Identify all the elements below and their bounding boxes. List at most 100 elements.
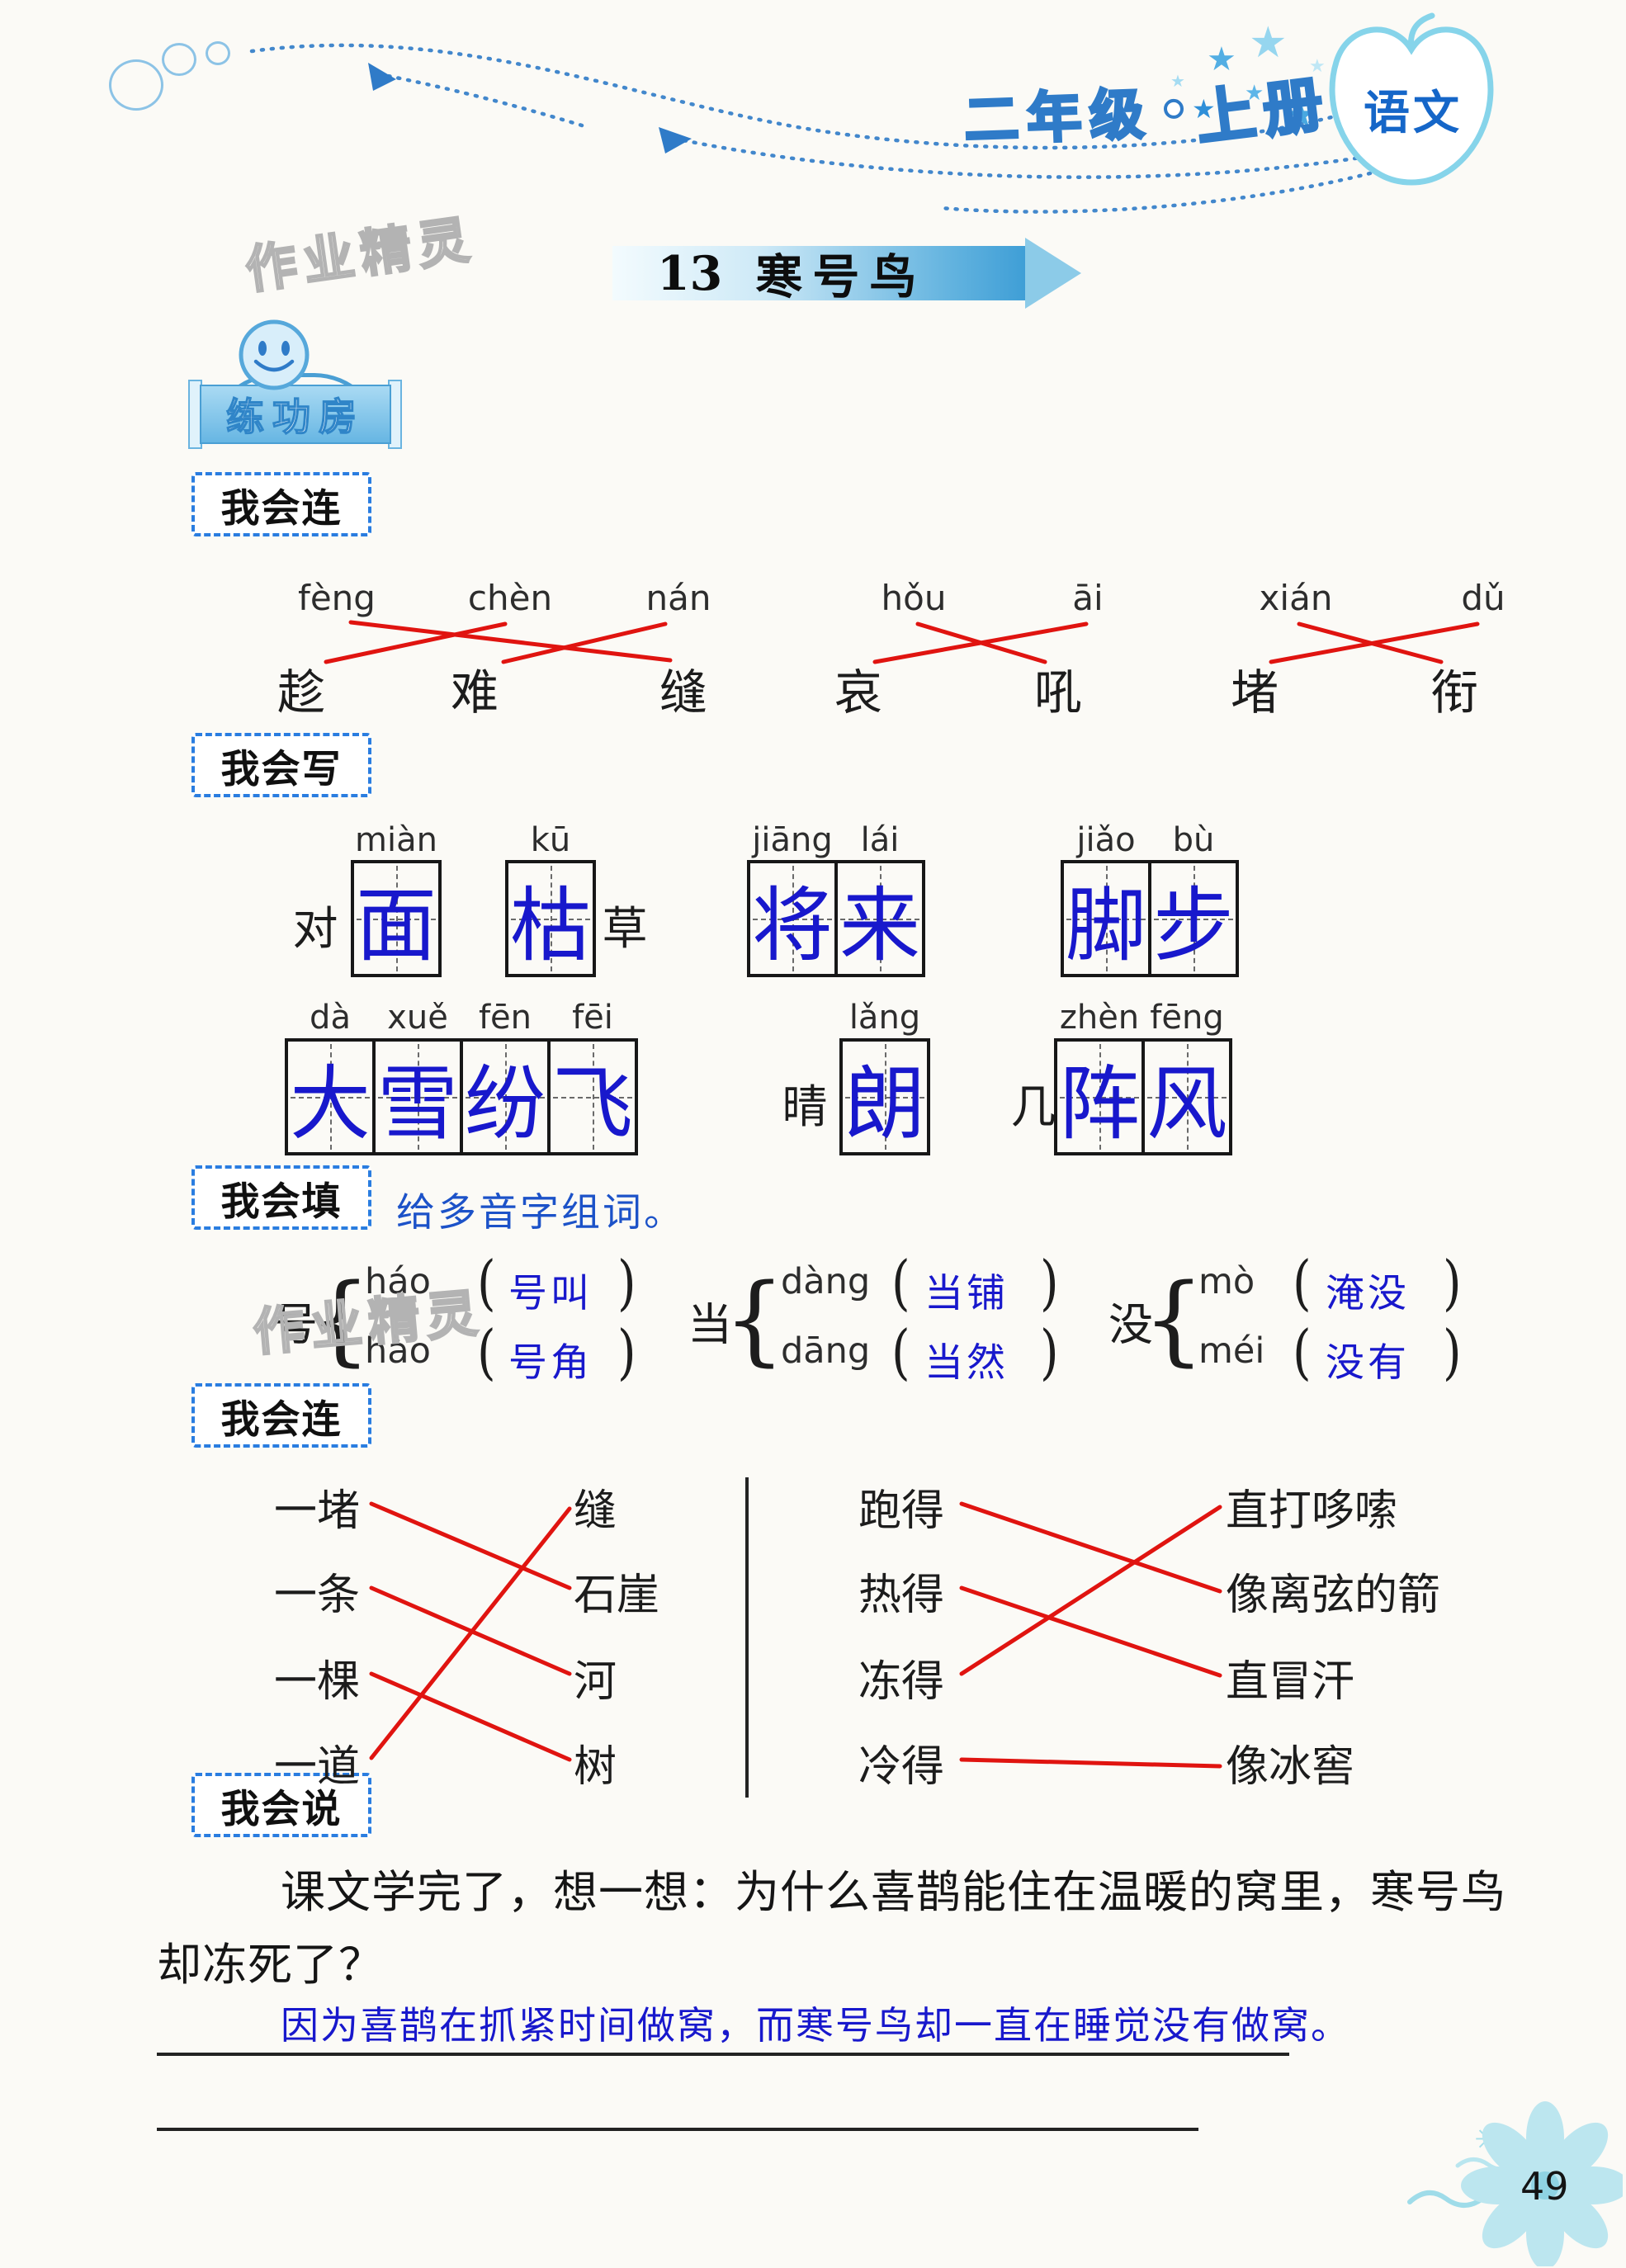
apple-logo-icon <box>1329 12 1494 186</box>
measure-word-item: 一条 <box>274 1571 361 1620</box>
result-item: 直冒汗 <box>1226 1657 1355 1707</box>
fill-answer: 号叫 <box>508 1271 593 1316</box>
pinyin-hint: jiǎo <box>1076 821 1136 859</box>
pinyin-hint: miàn <box>355 821 437 859</box>
noun-item: 石崖 <box>574 1571 660 1620</box>
brace-icon: { <box>1142 1262 1205 1376</box>
section-label-text: 我会连 <box>220 1396 343 1443</box>
hanzi-item: 缝 <box>659 664 708 721</box>
noun-item: 河 <box>574 1657 617 1707</box>
hanzi-item: 趁 <box>277 664 326 721</box>
written-answer: 大 <box>289 1057 371 1151</box>
smiley-icon <box>239 319 310 390</box>
pinyin-hint: lái <box>860 821 900 859</box>
fill-instruction: 给多音字组词。 <box>396 1190 685 1236</box>
write-box[interactable]: 阵 <box>1054 1038 1145 1155</box>
written-answer: 风 <box>1146 1057 1227 1151</box>
measure-word-item: 一道 <box>274 1742 361 1792</box>
section-label-text: 我会说 <box>220 1786 343 1832</box>
paren: ) <box>1443 1247 1462 1318</box>
phrase-item: 冻得 <box>858 1657 945 1707</box>
pinyin-hint: dà <box>310 999 351 1037</box>
pinyin-hint: fēi <box>572 999 613 1037</box>
section-label-fill: 我会填 <box>191 1165 371 1230</box>
pinyin-item: chèn <box>467 578 553 618</box>
paren: ( <box>477 1316 496 1387</box>
paren: ) <box>1443 1316 1462 1387</box>
paren: ) <box>617 1247 636 1318</box>
pinyin-hint: fēng <box>1150 999 1224 1037</box>
question-line-2: 却冻死了？ <box>157 1939 384 1991</box>
written-answer: 阵 <box>1058 1057 1140 1151</box>
paren: ( <box>1293 1316 1312 1387</box>
star-icon: ★ <box>1284 94 1317 136</box>
star-icon: ★ <box>1249 18 1288 68</box>
reading-pinyin: háo <box>365 1261 431 1302</box>
paren: ( <box>891 1247 910 1318</box>
write-box[interactable]: 朗 <box>839 1038 930 1155</box>
circle-doodle <box>162 43 196 76</box>
given-char: 晴 <box>782 1080 828 1133</box>
star-icon: ★ <box>1245 81 1264 106</box>
written-answer: 枯 <box>509 879 591 973</box>
result-item: 像离弦的箭 <box>1226 1571 1441 1620</box>
model-answer: 因为喜鹊在抓紧时间做窝，而寒号鸟却一直在睡觉没有做窝。 <box>281 2003 1350 2048</box>
brace-icon: { <box>723 1262 786 1376</box>
write-box[interactable]: 纷 <box>460 1038 551 1155</box>
write-box[interactable]: 步 <box>1148 860 1239 977</box>
arrowhead-icon <box>659 127 692 154</box>
written-answer: 纷 <box>464 1057 546 1151</box>
fill-answer: 当然 <box>924 1340 1009 1386</box>
practice-room-badge: 练功房 <box>200 385 391 444</box>
polyphonic-char: 没 <box>1108 1298 1153 1351</box>
pinyin-item: nán <box>645 578 711 618</box>
write-box[interactable]: 风 <box>1142 1038 1232 1155</box>
header-dotted-curves <box>249 43 1373 214</box>
paren: ( <box>1293 1247 1312 1318</box>
section-label-say: 我会说 <box>191 1773 371 1837</box>
circle-doodle <box>109 59 163 111</box>
write-box[interactable]: 雪 <box>372 1038 463 1155</box>
given-char: 几 <box>1010 1080 1056 1133</box>
write-box[interactable]: 枯 <box>505 860 596 977</box>
write-box[interactable]: 飞 <box>547 1038 638 1155</box>
lesson-title-banner: 13 寒号鸟 <box>612 246 1027 305</box>
pinyin-hint: lǎng <box>848 999 921 1037</box>
polyphonic-char: 号 <box>273 1298 318 1351</box>
paren: ) <box>617 1316 636 1387</box>
reading-pinyin: hào <box>365 1330 431 1372</box>
measure-word-item: 一棵 <box>274 1657 361 1707</box>
reading-pinyin: mò <box>1198 1261 1255 1302</box>
write-box[interactable]: 将 <box>747 860 838 977</box>
section-label-write: 我会写 <box>191 733 371 797</box>
pinyin-hint: zhèn <box>1059 999 1140 1037</box>
circle-doodle <box>206 41 230 65</box>
result-item: 直打哆嗦 <box>1226 1486 1398 1536</box>
brace-icon: { <box>309 1262 371 1376</box>
reading-pinyin: dāng <box>781 1330 871 1372</box>
written-answer: 步 <box>1152 879 1234 973</box>
given-char: 草 <box>602 902 648 955</box>
written-answer: 脚 <box>1065 879 1146 973</box>
pinyin-hint: kū <box>530 821 571 859</box>
hanzi-item: 哀 <box>834 664 883 721</box>
fill-answer: 当铺 <box>924 1271 1009 1316</box>
paren: ( <box>477 1247 496 1318</box>
pinyin-item: āi <box>1072 578 1104 618</box>
phrase-item: 热得 <box>858 1571 945 1620</box>
noun-item: 树 <box>574 1742 617 1792</box>
section-label-connect-2: 我会连 <box>191 1383 371 1448</box>
write-box[interactable]: 面 <box>351 860 442 977</box>
section-label-text: 我会写 <box>220 746 343 792</box>
given-char: 对 <box>292 902 338 955</box>
paren: ( <box>891 1316 910 1387</box>
pinyin-hint: bù <box>1172 821 1215 859</box>
star-icon: ★ <box>1170 71 1185 91</box>
write-box[interactable]: 来 <box>834 860 925 977</box>
written-answer: 雪 <box>376 1057 458 1151</box>
written-answer: 朗 <box>844 1057 925 1151</box>
star-icon: ★ <box>1192 93 1216 125</box>
star-icon: ★ <box>1309 56 1326 77</box>
written-answer: 飞 <box>551 1057 633 1151</box>
